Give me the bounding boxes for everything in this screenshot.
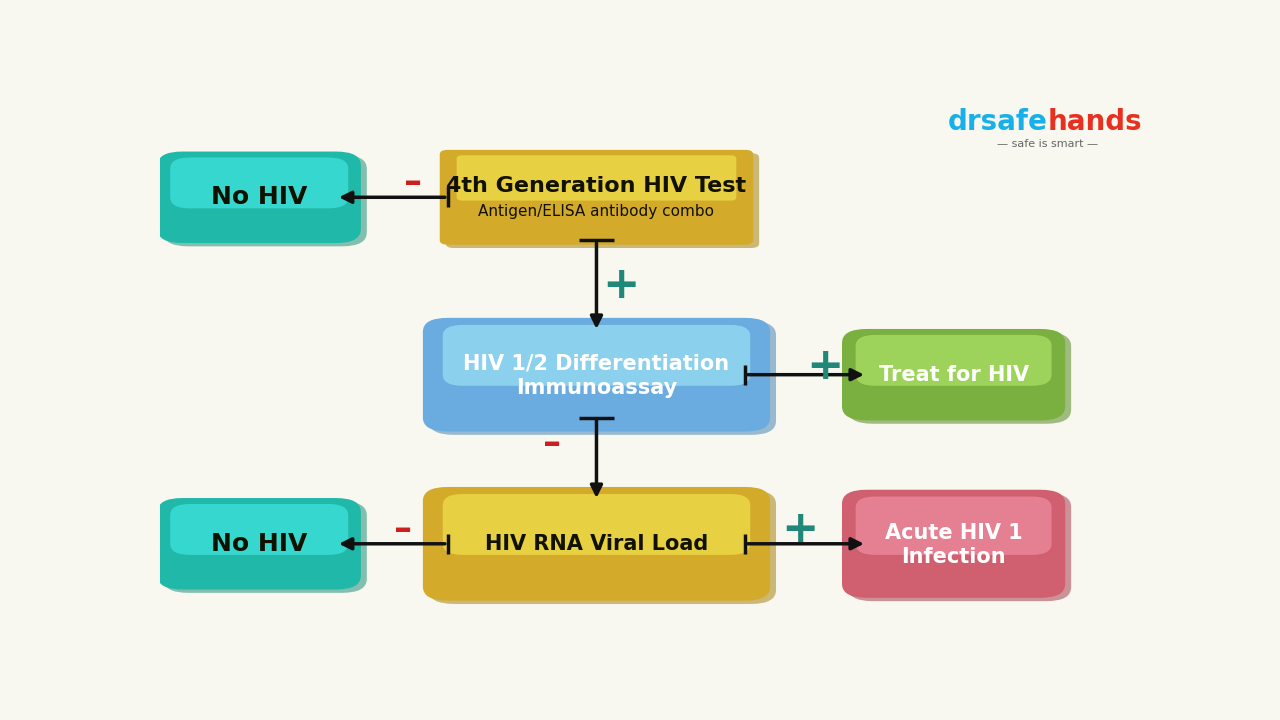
Text: 4th Generation HIV Test: 4th Generation HIV Test bbox=[447, 176, 746, 196]
FancyBboxPatch shape bbox=[170, 504, 348, 555]
Text: Treat for HIV: Treat for HIV bbox=[878, 365, 1029, 384]
FancyBboxPatch shape bbox=[443, 325, 750, 386]
Text: drsafe: drsafe bbox=[948, 109, 1048, 136]
FancyBboxPatch shape bbox=[170, 158, 348, 208]
FancyBboxPatch shape bbox=[847, 332, 1071, 424]
Text: HIV RNA Viral Load: HIV RNA Viral Load bbox=[485, 534, 708, 554]
Text: hands: hands bbox=[1048, 109, 1143, 136]
FancyBboxPatch shape bbox=[164, 501, 367, 593]
Text: +: + bbox=[806, 345, 844, 388]
FancyBboxPatch shape bbox=[157, 498, 361, 590]
Text: HIV 1/2 Differentiation: HIV 1/2 Differentiation bbox=[463, 354, 730, 374]
Text: No HIV: No HIV bbox=[211, 185, 307, 210]
FancyBboxPatch shape bbox=[157, 151, 361, 243]
FancyBboxPatch shape bbox=[457, 156, 736, 201]
FancyBboxPatch shape bbox=[847, 493, 1071, 601]
Text: +: + bbox=[603, 264, 640, 307]
Text: Immunoassay: Immunoassay bbox=[516, 379, 677, 398]
FancyBboxPatch shape bbox=[855, 335, 1052, 386]
Text: –: – bbox=[404, 166, 422, 200]
FancyBboxPatch shape bbox=[429, 490, 776, 604]
FancyBboxPatch shape bbox=[429, 321, 776, 435]
Text: +: + bbox=[781, 508, 818, 552]
FancyBboxPatch shape bbox=[842, 329, 1065, 420]
FancyBboxPatch shape bbox=[422, 318, 771, 431]
FancyBboxPatch shape bbox=[445, 153, 759, 248]
Text: –: – bbox=[394, 513, 412, 547]
FancyBboxPatch shape bbox=[842, 490, 1065, 598]
Text: Acute HIV 1: Acute HIV 1 bbox=[884, 523, 1023, 544]
FancyBboxPatch shape bbox=[855, 497, 1052, 555]
Text: Antigen/ELISA antibody combo: Antigen/ELISA antibody combo bbox=[479, 204, 714, 219]
Text: — safe is smart —: — safe is smart — bbox=[997, 138, 1098, 148]
FancyBboxPatch shape bbox=[440, 150, 753, 245]
FancyBboxPatch shape bbox=[164, 155, 367, 246]
FancyBboxPatch shape bbox=[422, 487, 771, 600]
Text: –: – bbox=[543, 427, 561, 461]
FancyBboxPatch shape bbox=[443, 494, 750, 555]
Text: Infection: Infection bbox=[901, 546, 1006, 567]
Text: No HIV: No HIV bbox=[211, 532, 307, 556]
